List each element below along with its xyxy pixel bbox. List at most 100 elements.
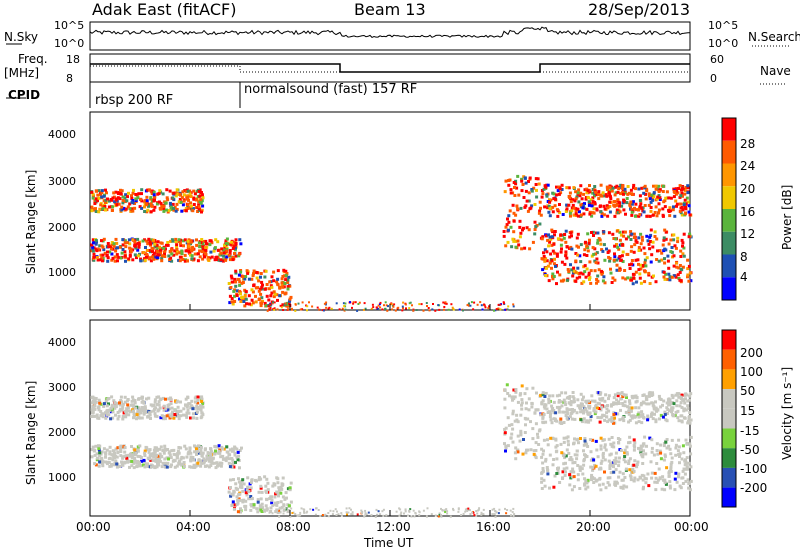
echo-cell — [290, 307, 293, 310]
echo-cell — [211, 456, 215, 460]
echo-cell — [94, 397, 98, 400]
echo-cell — [673, 488, 677, 492]
echo-cell — [631, 272, 635, 276]
echo-cell — [162, 449, 165, 453]
echo-cell — [284, 274, 288, 277]
echo-cell — [209, 453, 213, 457]
echo-cell — [564, 414, 568, 417]
echo-cell — [121, 455, 125, 459]
echo-cell — [668, 486, 672, 490]
echo-cell — [569, 231, 573, 235]
echo-cell — [504, 179, 508, 183]
echo-cell — [672, 274, 676, 278]
echo-cell — [637, 406, 641, 410]
echo-cell — [506, 416, 510, 420]
echo-cell — [624, 237, 628, 241]
echo-cell — [110, 395, 114, 399]
echo-cell — [447, 308, 450, 311]
echo-cell — [125, 456, 129, 460]
echo-cell — [559, 417, 563, 421]
echo-cell — [637, 236, 641, 240]
power-colorbar-segment — [722, 231, 736, 255]
echo-cell — [508, 178, 512, 182]
echo-cell — [329, 509, 332, 512]
echo-cell — [195, 416, 199, 420]
echo-cell — [277, 488, 281, 492]
echo-cell — [471, 511, 474, 514]
echo-cell — [514, 213, 518, 217]
echo-cell — [195, 410, 199, 414]
echo-cell — [593, 185, 597, 188]
echo-cell — [225, 255, 229, 259]
echo-cell — [169, 239, 173, 243]
echo-cell — [232, 490, 236, 494]
echo-cell — [136, 196, 140, 200]
echo-cell — [147, 237, 151, 241]
echo-cell — [121, 456, 125, 460]
echo-cell — [186, 203, 190, 206]
echo-cell — [573, 199, 577, 203]
echo-cell — [604, 393, 608, 397]
echo-cell — [257, 279, 261, 283]
echo-cell — [632, 448, 636, 452]
echo-cell — [91, 238, 95, 242]
echo-cell — [203, 448, 207, 452]
echo-cell — [572, 269, 576, 273]
echo-cell — [196, 210, 200, 213]
echo-cell — [637, 262, 640, 266]
echo-cell — [162, 404, 166, 408]
echo-cell — [627, 420, 631, 424]
echo-cell — [268, 307, 271, 310]
echo-cell — [518, 225, 522, 229]
echo-cell — [667, 397, 671, 401]
echo-cell — [182, 413, 185, 417]
echo-cell — [506, 240, 510, 244]
echo-cell — [90, 415, 94, 418]
echo-cell — [545, 250, 549, 254]
echo-cell — [176, 192, 180, 196]
echo-cell — [230, 276, 234, 280]
echo-cell — [601, 456, 605, 459]
echo-cell — [619, 485, 623, 489]
echo-cell — [647, 394, 651, 398]
echo-cell — [575, 236, 579, 240]
echo-cell — [169, 248, 173, 252]
echo-cell — [196, 252, 200, 256]
echo-cell — [123, 446, 127, 450]
xtick: 00:00 — [76, 520, 111, 534]
echo-cell — [658, 188, 662, 192]
echo-cell — [565, 203, 569, 207]
echo-cell — [585, 481, 589, 485]
echo-cell — [583, 202, 586, 206]
echo-cell — [510, 514, 512, 517]
echo-cell — [662, 238, 666, 242]
echo-cell — [688, 488, 692, 492]
echo-cell — [233, 503, 237, 507]
echo-cell — [638, 199, 642, 202]
freq-unit-label: [MHz] — [4, 66, 40, 80]
echo-cell — [287, 308, 290, 311]
echo-cell — [598, 205, 602, 209]
echo-cell — [514, 388, 518, 391]
echo-cell — [160, 256, 164, 260]
echo-cell — [186, 196, 190, 199]
echo-cell — [250, 480, 253, 484]
echo-cell — [594, 479, 598, 483]
echo-cell — [679, 249, 683, 253]
echo-cell — [668, 484, 672, 488]
echo-cell — [505, 223, 509, 227]
echo-cell — [528, 176, 532, 180]
echo-cell — [614, 483, 618, 487]
echo-cell — [107, 205, 111, 209]
echo-cell — [90, 209, 94, 213]
echo-cell — [163, 465, 167, 469]
echo-cell — [126, 409, 130, 413]
echo-cell — [283, 282, 287, 285]
echo-cell — [131, 409, 135, 413]
echo-cell — [539, 213, 543, 217]
echo-cell — [104, 416, 108, 420]
noise-sky-trace — [89, 26, 690, 38]
echo-cell — [663, 453, 667, 457]
echo-cell — [258, 297, 262, 301]
echo-cell — [184, 397, 188, 401]
